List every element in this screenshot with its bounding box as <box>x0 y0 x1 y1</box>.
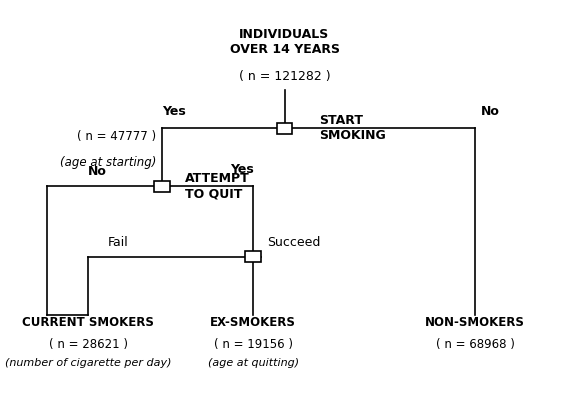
Text: (number of cigarette per day): (number of cigarette per day) <box>5 358 171 368</box>
Text: ( n = 47777 ): ( n = 47777 ) <box>77 130 156 143</box>
Text: Yes: Yes <box>230 164 254 176</box>
Bar <box>277 123 292 134</box>
Text: No: No <box>88 166 107 178</box>
Text: CURRENT SMOKERS: CURRENT SMOKERS <box>22 316 154 329</box>
Text: ( n = 68968 ): ( n = 68968 ) <box>436 338 514 351</box>
Bar <box>245 251 261 262</box>
Text: EX-SMOKERS: EX-SMOKERS <box>211 316 296 329</box>
Text: START
SMOKING: START SMOKING <box>319 114 385 142</box>
Text: ATTEMPT
TO QUIT: ATTEMPT TO QUIT <box>185 172 250 200</box>
Text: ( n = 19156 ): ( n = 19156 ) <box>214 338 292 351</box>
Bar <box>154 181 170 192</box>
Text: Fail: Fail <box>108 236 128 249</box>
Text: (age at quitting): (age at quitting) <box>208 358 299 368</box>
Text: Yes: Yes <box>162 105 185 118</box>
Text: (age at starting): (age at starting) <box>60 156 156 169</box>
Text: INDIVIDUALS
OVER 14 YEARS: INDIVIDUALS OVER 14 YEARS <box>229 28 340 56</box>
Text: No: No <box>481 105 500 118</box>
Text: ( n = 121282 ): ( n = 121282 ) <box>238 70 331 83</box>
Text: ( n = 28621 ): ( n = 28621 ) <box>49 338 127 351</box>
Text: NON-SMOKERS: NON-SMOKERS <box>425 316 525 329</box>
Text: Succeed: Succeed <box>267 236 320 249</box>
